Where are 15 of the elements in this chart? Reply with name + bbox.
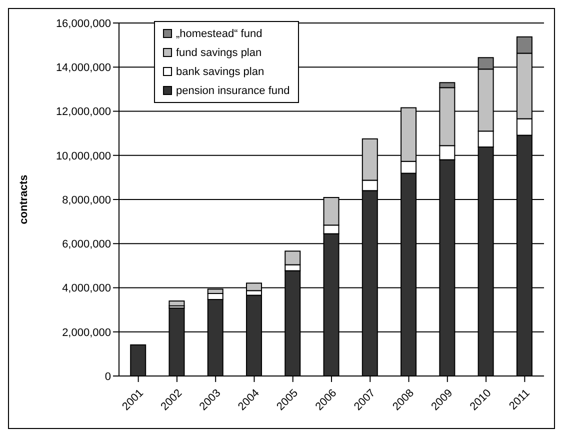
y-tick-label: 0 bbox=[104, 370, 111, 383]
y-tick-label: 16,000,000 bbox=[56, 18, 111, 30]
y-tick-label: 12,000,000 bbox=[56, 106, 111, 118]
y-tick-label: 14,000,000 bbox=[56, 62, 111, 74]
y-tick-label: 6,000,000 bbox=[62, 238, 111, 251]
y-tick-label: 4,000,000 bbox=[62, 282, 111, 295]
bar bbox=[168, 300, 185, 306]
y-tick-label: 2,000,000 bbox=[62, 326, 111, 339]
legend-label: bank savings plan bbox=[176, 66, 264, 78]
legend-label: „homestead“ fund bbox=[176, 28, 262, 40]
y-tick-label: 8,000,000 bbox=[62, 194, 111, 206]
legend-label: pension insurance fund bbox=[176, 84, 290, 96]
y-tick-label: 10,000,000 bbox=[56, 150, 111, 162]
legend-label: fund savings plan bbox=[176, 46, 262, 58]
y-axis-title: contracts bbox=[18, 174, 30, 224]
